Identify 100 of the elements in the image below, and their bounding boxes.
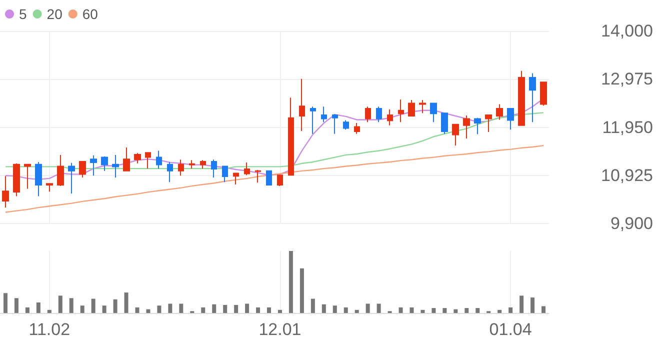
bar (366, 304, 370, 313)
candlestick (540, 82, 547, 106)
x-tick-label: 12.01 (258, 320, 302, 339)
bar (432, 308, 436, 313)
candlestick (101, 156, 108, 172)
candlestick (463, 115, 470, 140)
y-tick-label: 14,000 (601, 22, 653, 40)
bar (376, 304, 381, 313)
bar (157, 306, 162, 313)
bar (508, 307, 513, 313)
bar (223, 304, 228, 313)
candlestick (485, 114, 492, 132)
bar (267, 307, 272, 313)
candlestick (518, 70, 525, 126)
candlestick (90, 154, 97, 176)
candlestick (310, 106, 316, 134)
candlestick (255, 169, 261, 184)
bar (332, 306, 337, 313)
bar (91, 298, 96, 313)
bar (476, 308, 480, 313)
candlestick (167, 161, 173, 183)
bar (398, 307, 403, 313)
bar (278, 310, 282, 313)
bar (212, 304, 216, 313)
bar (124, 292, 128, 313)
legend-label: 60 (82, 6, 98, 22)
line-series (4, 144, 544, 213)
bar (520, 296, 524, 313)
candlestick (24, 164, 31, 190)
candlestick (123, 146, 130, 172)
bar (288, 251, 293, 313)
bar (146, 309, 150, 313)
candlestick (365, 106, 371, 123)
candlestick (35, 161, 42, 197)
bar (410, 307, 414, 313)
candlestick (46, 182, 53, 192)
candlestick (332, 114, 338, 134)
bar (442, 308, 447, 313)
bar (58, 296, 62, 313)
candlestick (343, 120, 349, 130)
bar (354, 310, 359, 313)
bar (3, 293, 8, 313)
bar (14, 298, 18, 313)
bar (310, 298, 315, 313)
bar (102, 306, 106, 313)
x-tick-label: 01.04 (489, 320, 532, 339)
bar (498, 310, 502, 313)
candlestick (398, 99, 404, 123)
bar (300, 268, 304, 313)
bar (530, 298, 535, 313)
candlestick (408, 100, 415, 116)
candlestick (529, 72, 536, 123)
candlestick (134, 152, 141, 164)
candlestick (222, 166, 228, 183)
candlestick (507, 108, 514, 130)
candlestick (452, 124, 459, 146)
candlestick (430, 102, 437, 123)
candlestick (474, 117, 481, 135)
candlestick (266, 170, 272, 186)
bar (454, 309, 458, 313)
candlestick (354, 122, 360, 134)
candlestick (13, 162, 20, 197)
bar (36, 302, 40, 313)
bar (135, 307, 140, 313)
legend-label: 5 (19, 6, 27, 22)
candlestick (68, 162, 75, 194)
candlestick (277, 174, 283, 186)
y-tick-label: 9,900 (610, 214, 653, 233)
y-tick-label: 12,975 (601, 70, 653, 89)
y-tick-label: 11,950 (602, 118, 653, 137)
y-tick-label: 10,925 (601, 166, 653, 185)
candlestick (2, 176, 9, 208)
candlestick (387, 108, 393, 126)
candlestick (288, 97, 294, 176)
bar (179, 304, 184, 313)
candlestick (79, 161, 86, 178)
bar (113, 299, 118, 313)
bar (256, 307, 260, 313)
candlestick (189, 160, 195, 170)
candlestick (178, 159, 184, 176)
candlestick (211, 159, 217, 178)
candlestick (200, 160, 206, 170)
candlestick (376, 106, 382, 123)
candlestick (57, 154, 64, 186)
candlestick (156, 150, 162, 170)
bar (69, 298, 74, 313)
legend-label: 20 (46, 6, 63, 22)
candlestick (441, 112, 448, 134)
bar (322, 304, 326, 313)
candlestick (321, 106, 327, 123)
bar (201, 307, 206, 313)
bar (344, 307, 348, 313)
line-series (4, 112, 544, 170)
bar (80, 306, 84, 313)
candlestick (496, 104, 503, 120)
candlestick (145, 152, 151, 170)
candlestick (112, 154, 119, 178)
bar (420, 310, 425, 313)
bar (25, 307, 30, 313)
bar (234, 304, 238, 313)
